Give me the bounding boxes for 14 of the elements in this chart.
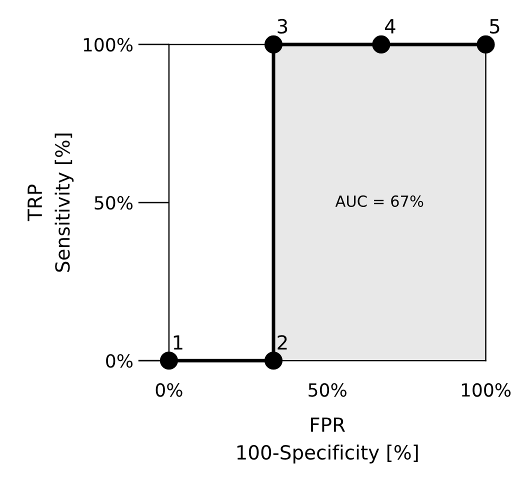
y-tick-label: 100%	[84, 38, 133, 52]
band-label: AUC = 67%	[335, 195, 424, 207]
annotation: 3	[278, 18, 288, 34]
annotation: 2	[278, 335, 287, 350]
annotation: 5	[490, 19, 500, 34]
x-axis-title: FPR 100-Specificity [%]	[237, 418, 418, 464]
annotation: 4	[384, 19, 396, 34]
y-axis-title: TRP Sensitivity [%]	[28, 134, 74, 272]
x-tick-label: 50%	[308, 383, 346, 397]
x-tick-label: 0%	[156, 383, 182, 397]
x-tick-label: 100%	[462, 383, 511, 397]
y-tick-label: 0%	[106, 354, 133, 368]
annotation: 1	[174, 335, 182, 350]
y-tick-label: 50%	[94, 196, 133, 210]
